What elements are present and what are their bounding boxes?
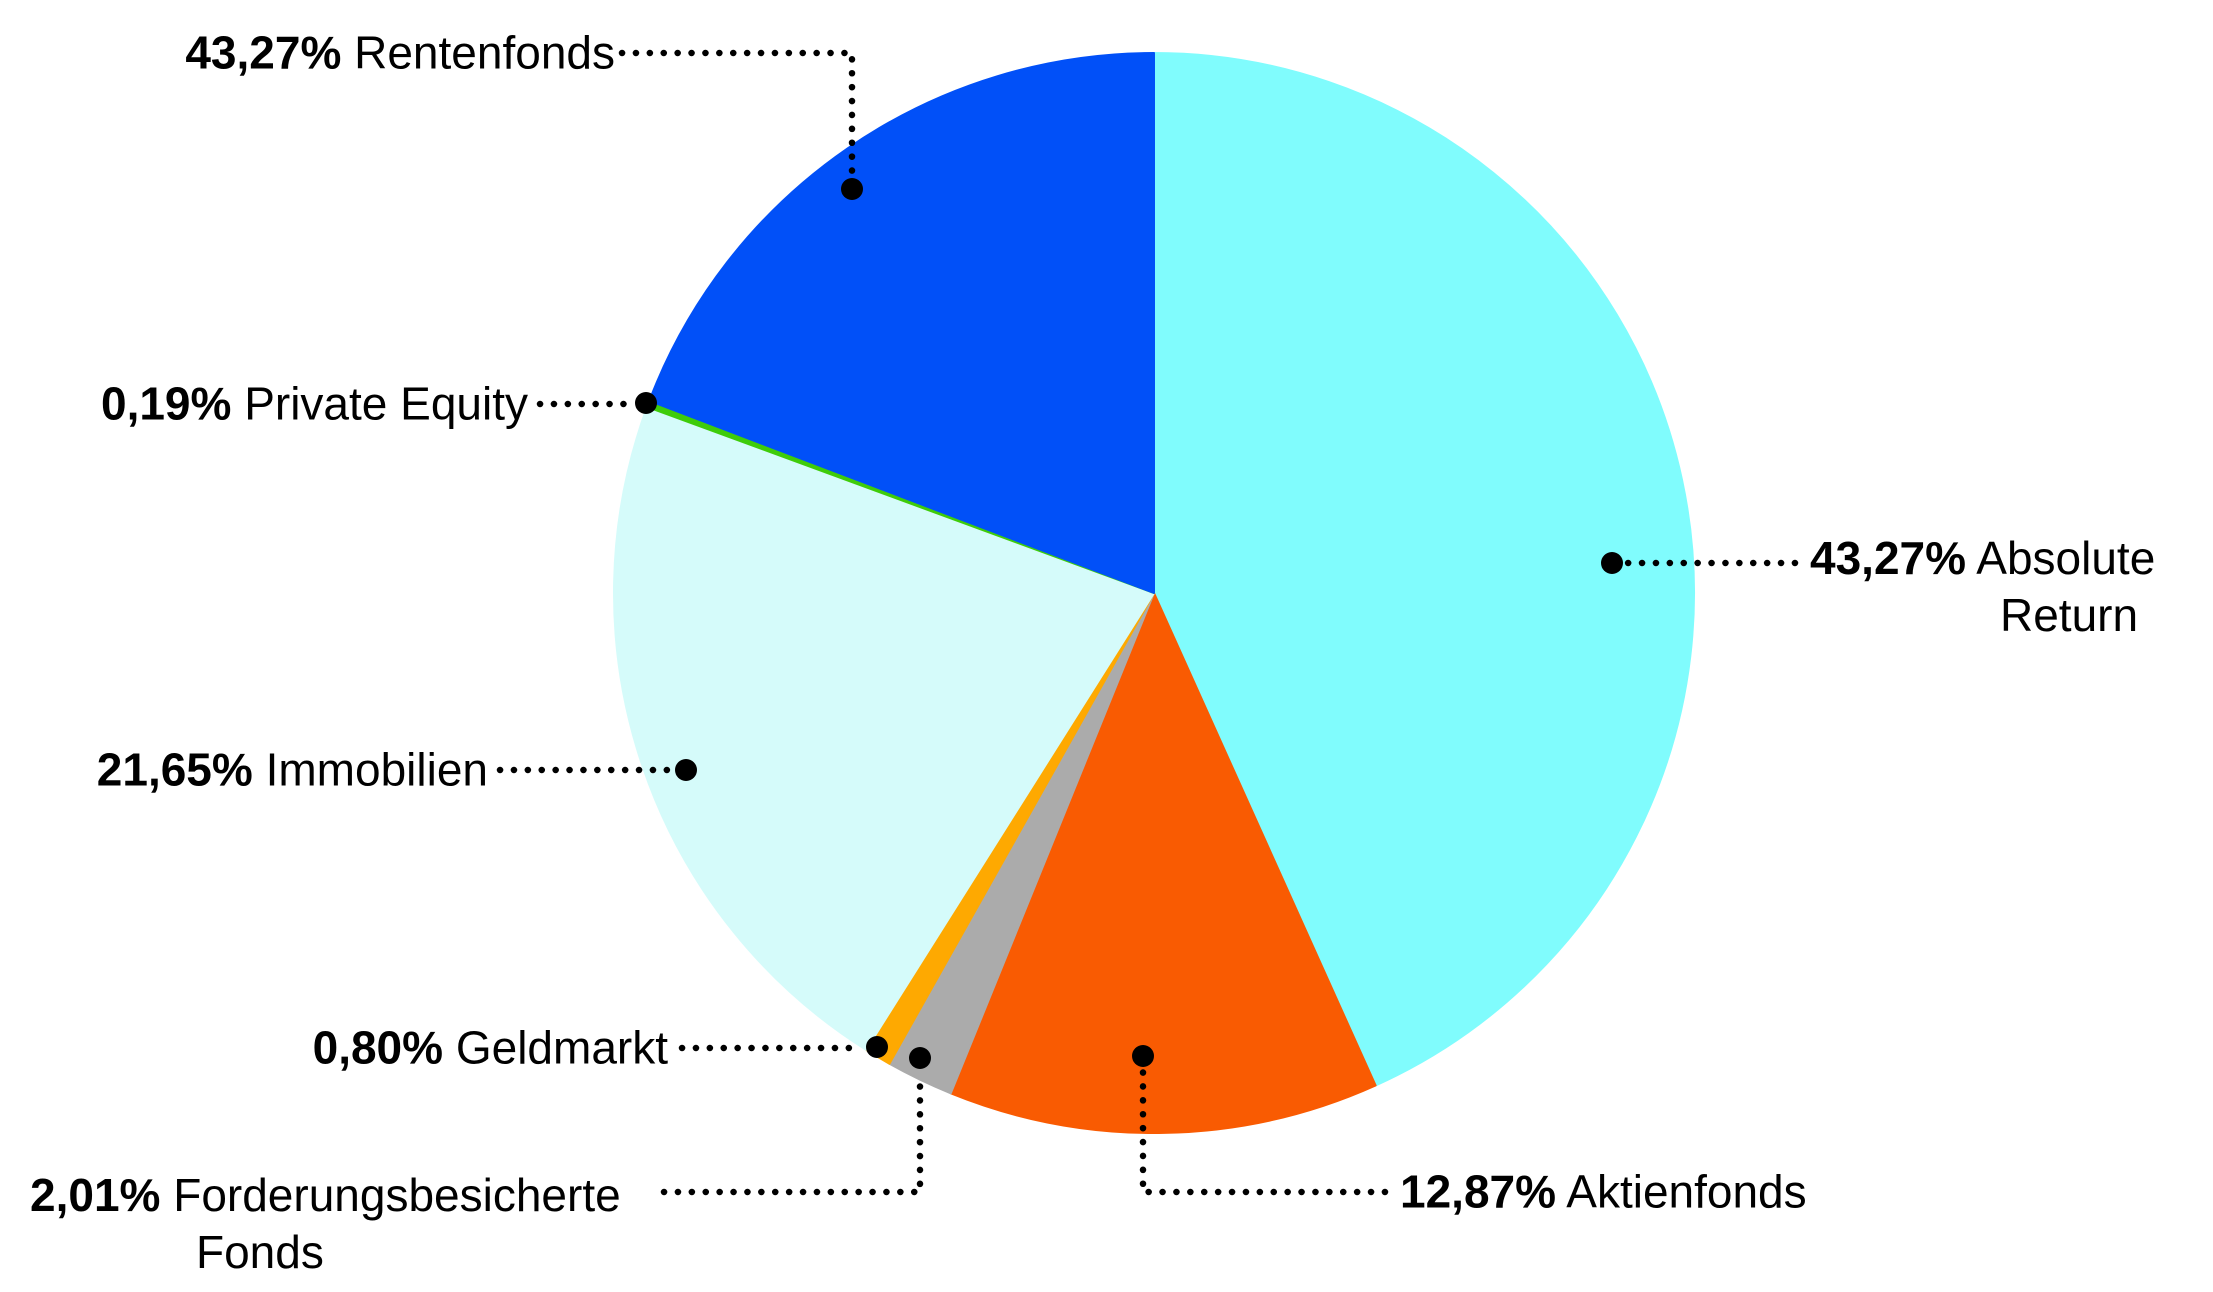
aktienfonds-name: Aktienfonds (1566, 1165, 1807, 1218)
leader-line-aktienfonds (1139, 1068, 1389, 1196)
forderungsbesicherte-percent: 2,01% (30, 1169, 161, 1221)
rentenfonds-name: Rentenfonds (354, 26, 615, 79)
forderungsbesicherte-name: Forderungsbesicherte Fonds (173, 1169, 621, 1278)
leader-dot-private-equity (635, 392, 657, 414)
label-rentenfonds: 43,27% Rentenfonds (185, 25, 615, 82)
leader-dot-forderungsbesicherte-fonds (909, 1047, 931, 1069)
private-equity-percent: 0,19% (100, 377, 232, 430)
leader-dot-immobilien (675, 759, 697, 781)
label-private-equity: 0,19% Private Equity (101, 376, 528, 433)
label-geldmarkt: 0,80% Geldmarkt (313, 1020, 668, 1077)
geldmarkt-name: Geldmarkt (455, 1021, 668, 1074)
pie-slices (613, 52, 1696, 1135)
leader-dot-aktienfonds (1132, 1045, 1154, 1067)
private-equity-name: Private Equity (244, 377, 528, 430)
geldmarkt-percent: 0,80% (312, 1021, 444, 1074)
rentenfonds-percent: 43,27% (185, 26, 342, 79)
leader-dot-geldmarkt (866, 1036, 888, 1058)
immobilien-name: Immobilien (265, 743, 488, 796)
leader-line-rentenfonds (618, 49, 856, 178)
pie-slice-immobilien (613, 405, 1155, 1051)
pie-slice-rentenfonds (648, 52, 1155, 594)
leader-dot-rentenfonds (841, 178, 863, 200)
label-aktienfonds: 12,87% Aktienfonds (1400, 1164, 1807, 1221)
absolute-return-name: Absolute Return (1976, 532, 2156, 641)
callout-leader-lines (496, 49, 1799, 1196)
immobilien-percent: 21,65% (96, 743, 253, 796)
label-forderungsbesicherte-fonds: 2,01% Forderungsbesicherte Fonds (30, 1167, 676, 1281)
leader-dot-absolute-return (1601, 552, 1623, 574)
absolute-return-percent: 43,27% (1810, 532, 1967, 584)
aktienfonds-percent: 12,87% (1400, 1165, 1557, 1218)
label-immobilien: 21,65% Immobilien (97, 742, 488, 799)
leader-line-forderungsbesicherte-fonds (660, 1070, 924, 1196)
pie-slice-aktienfonds (949, 592, 1377, 1135)
label-absolute-return: 43,27% Absolute Return (1810, 530, 2213, 644)
pie-slice-absolute-return (1153, 52, 1696, 1087)
